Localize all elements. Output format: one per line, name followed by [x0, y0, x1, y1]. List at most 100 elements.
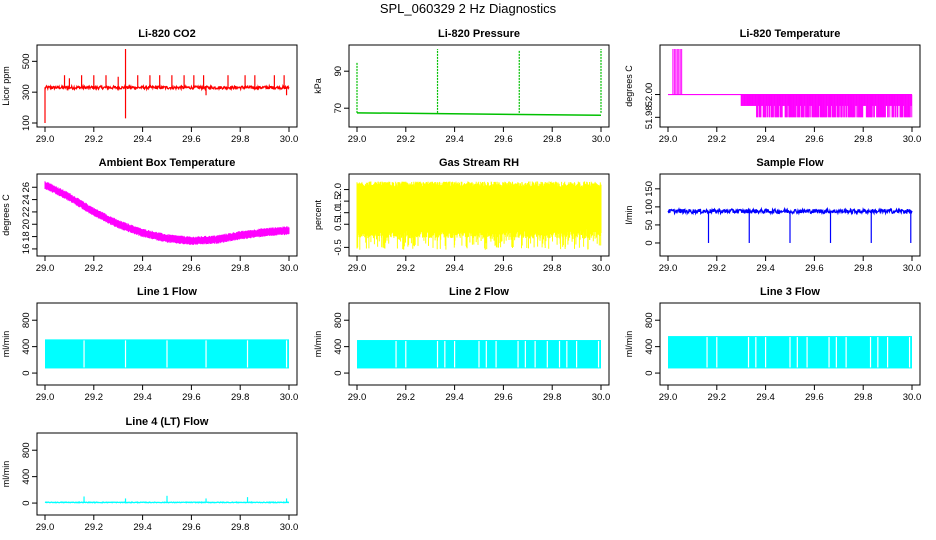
panel-10: Line 4 (LT) Flow 29.0 29.2 29.4 29.6 29.8 30.0… [1, 416, 298, 533]
plot-frame [659, 44, 921, 128]
x-tick-label: 29.2 [708, 263, 727, 274]
plot-frame [36, 432, 298, 516]
panel-title: Line 2 Flow [449, 286, 509, 298]
series-band [44, 181, 290, 245]
x-tick-label: 29.8 [854, 263, 873, 274]
panel-9: Line 3 Flow 29.0 29.2 29.4 29.6 29.8 30.0 0 400 8… [624, 286, 921, 403]
y-tick-label: 800 [21, 312, 32, 328]
x-tick-label: 29.6 [805, 134, 824, 145]
x-tick-label: 29.6 [494, 263, 513, 274]
y-tick-label: 70 [333, 103, 344, 114]
x-tick-label: 30.0 [903, 263, 922, 274]
x-tick-label: 29.6 [182, 522, 201, 533]
x-tick-label: 29.8 [231, 522, 250, 533]
y-tick-label: 500 [21, 53, 32, 69]
x-tick-label: 29.2 [85, 392, 104, 403]
x-tick-label: 29.8 [543, 392, 562, 403]
x-tick-label: 29.8 [543, 263, 562, 274]
y-axis-label: degrees C [624, 65, 634, 107]
y-tick-label: 20 [21, 219, 32, 230]
y-axis-label: ml/min [313, 331, 323, 358]
y-tick-label: 18 [21, 231, 32, 242]
series [356, 49, 602, 116]
x-tick-label: 30.0 [592, 134, 611, 145]
y-tick-label: 0 [644, 370, 655, 375]
x-tick-label: 30.0 [903, 134, 922, 145]
panel-5: Gas Stream RH 29.0 29.2 29.4 29.6 29.8 30.0 -0.… [313, 157, 610, 274]
x-tick-label: 30.0 [280, 134, 299, 145]
x-tick-label: 30.0 [592, 392, 611, 403]
y-tick-label: 24 [21, 194, 32, 205]
panel-4: Ambient Box Temperature 29.0 29.2 29.4 29.6 2… [1, 157, 298, 274]
panel-title: Line 1 Flow [137, 286, 197, 298]
y-tick-label: 51.98 [644, 105, 655, 129]
panel-8: Line 2 Flow 29.0 29.2 29.4 29.6 29.8 30.0 0 400 8… [313, 286, 610, 403]
series [667, 206, 913, 243]
y-tick-label: 800 [21, 442, 32, 458]
y-tick-label: 90 [333, 66, 344, 77]
x-tick-label: 29.0 [348, 134, 367, 145]
figure-title: SPL_060329 2 Hz Diagnostics [379, 1, 557, 16]
panel-title: Sample Flow [756, 157, 824, 169]
y-axis-label: ml/min [624, 331, 634, 358]
y-tick-label: 0 [644, 240, 655, 245]
x-tick-label: 30.0 [592, 263, 611, 274]
y-tick-label: -0.5 [333, 239, 344, 255]
x-tick-label: 29.0 [659, 392, 678, 403]
plot-frame [348, 302, 610, 386]
series [44, 495, 289, 504]
series [45, 339, 289, 369]
series [357, 340, 601, 369]
y-tick-label: 800 [644, 312, 655, 328]
x-tick-label: 29.0 [348, 263, 367, 274]
x-tick-label: 29.2 [708, 392, 727, 403]
x-tick-label: 29.6 [182, 134, 201, 145]
y-tick-label: 16 [21, 244, 32, 255]
y-tick-label: 0.5 [333, 218, 344, 231]
y-tick-label: 100 [644, 199, 655, 215]
x-tick-label: 30.0 [280, 392, 299, 403]
panel-1: Li-820 CO2 29.0 29.2 29.4 29.6 29.8 30.0 100 300… [1, 28, 298, 145]
y-tick-label: 150 [644, 181, 655, 197]
y-tick-label: 26 [21, 182, 32, 193]
series-line [44, 83, 290, 92]
y-tick-label: 0 [333, 370, 344, 375]
x-tick-label: 29.6 [182, 263, 201, 274]
panel-title: Li-820 Temperature [740, 28, 841, 40]
series [356, 181, 602, 250]
plot-frame [36, 302, 298, 386]
x-tick-label: 29.4 [133, 392, 152, 403]
x-tick-label: 29.2 [397, 263, 416, 274]
x-tick-label: 29.4 [756, 134, 775, 145]
x-tick-label: 29.2 [708, 134, 727, 145]
x-tick-label: 29.0 [659, 134, 678, 145]
panel-title: Li-820 CO2 [138, 28, 195, 40]
x-tick-label: 29.4 [133, 263, 152, 274]
plot-frame [348, 44, 610, 128]
y-tick-label: 50 [644, 220, 655, 231]
x-tick-label: 29.8 [854, 134, 873, 145]
y-axis-label: l/min [624, 205, 634, 224]
plot-frame [36, 44, 298, 128]
x-tick-label: 29.6 [494, 392, 513, 403]
y-tick-label: 400 [333, 339, 344, 355]
y-axis-label: Licor ppm [1, 66, 11, 106]
x-tick-label: 29.2 [85, 134, 104, 145]
panel-6: Sample Flow 29.0 29.2 29.4 29.6 29.8 30.0 0 50 10… [624, 157, 921, 274]
x-tick-label: 29.0 [36, 134, 55, 145]
x-tick-label: 29.6 [805, 263, 824, 274]
panel-title: Line 4 (LT) Flow [126, 416, 209, 428]
y-tick-label: 2.0 [333, 183, 344, 196]
y-axis-label: kPa [313, 78, 323, 94]
panel-title: Gas Stream RH [439, 157, 519, 169]
x-tick-label: 29.2 [397, 392, 416, 403]
x-tick-label: 29.0 [36, 392, 55, 403]
y-axis-label: ml/min [1, 331, 11, 358]
x-tick-label: 29.4 [445, 392, 464, 403]
x-tick-label: 29.0 [36, 263, 55, 274]
series [668, 49, 913, 118]
y-tick-label: 300 [21, 84, 32, 100]
y-tick-label: 400 [644, 339, 655, 355]
y-axis-label: ml/min [1, 461, 11, 488]
